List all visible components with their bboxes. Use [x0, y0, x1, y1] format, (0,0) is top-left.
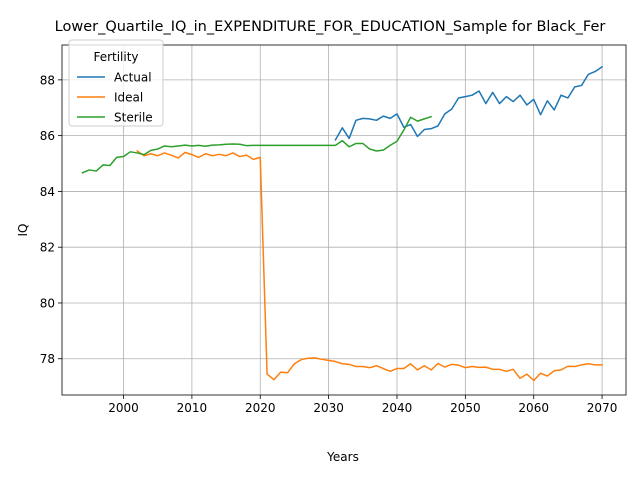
x-tick-label: 2000	[108, 401, 139, 415]
x-axis-label: Years	[326, 450, 359, 464]
legend-label-ideal: Ideal	[114, 91, 143, 105]
y-tick-label: 78	[40, 352, 55, 366]
series-lines	[81, 65, 604, 382]
series-line-actual	[334, 65, 604, 141]
y-tick-label: 84	[40, 185, 55, 199]
y-tick-label: 86	[40, 129, 55, 143]
series-line-ideal	[136, 149, 603, 382]
legend-entries: Actual Ideal Sterile	[77, 71, 153, 125]
x-tick-label: 2040	[382, 401, 413, 415]
plot-frame	[61, 44, 627, 396]
y-tick-label: 88	[40, 73, 55, 87]
legend-label-actual: Actual	[114, 71, 152, 85]
x-tick-label: 2050	[450, 401, 481, 415]
y-axis-ticks: 78 80 82 84 86 88	[40, 73, 62, 366]
y-tick-label: 80	[40, 296, 55, 310]
grid	[62, 45, 626, 395]
legend-label-sterile: Sterile	[114, 111, 153, 125]
series-line-sterile	[81, 115, 433, 174]
y-tick-label: 82	[40, 241, 55, 255]
x-axis-ticks: 2000 2010 2020 2030 2040 2050 2060 2070	[108, 395, 617, 415]
chart-title: Lower_Quartile_IQ_in_EXPENDITURE_FOR_EDU…	[55, 19, 606, 35]
x-tick-label: 2060	[518, 401, 549, 415]
x-tick-label: 2010	[177, 401, 208, 415]
x-tick-label: 2020	[245, 401, 276, 415]
y-axis-label: IQ	[16, 224, 30, 237]
x-tick-label: 2070	[587, 401, 618, 415]
legend-title: Fertility	[93, 50, 138, 64]
x-tick-label: 2030	[313, 401, 344, 415]
legend: Fertility Actual Ideal Sterile	[68, 39, 164, 127]
legend-frame	[68, 39, 164, 127]
